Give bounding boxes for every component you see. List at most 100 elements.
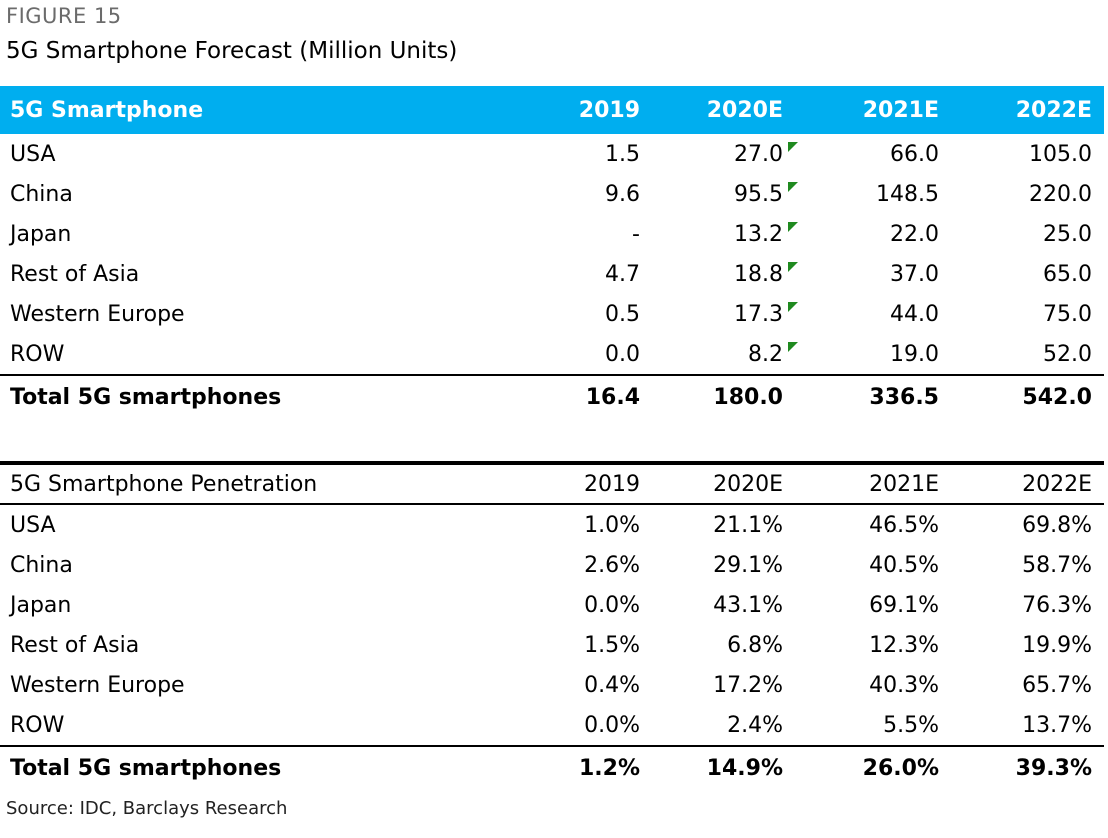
value-cell: 40.3% — [795, 665, 945, 705]
value-cell: 25.0 — [945, 214, 1104, 254]
value-text: 65.0 — [1043, 261, 1092, 287]
value-cell: 5.5% — [795, 705, 945, 746]
row-label: Western Europe — [0, 665, 490, 705]
value-text: 1.2% — [578, 755, 640, 781]
total-row: Total 5G smartphones 16.4 180.0 336.5 542.0 — [0, 374, 1104, 418]
value-text: 6.8% — [727, 632, 783, 658]
value-text: 13.7% — [1022, 712, 1092, 738]
value-text: 95.5 — [734, 181, 783, 207]
value-cell: 95.5 — [640, 174, 798, 214]
value-cell: 0.4% — [490, 665, 640, 705]
row-label-text: Japan — [10, 221, 72, 247]
value-cell: 13.7% — [945, 705, 1104, 746]
value-cell: 39.3% — [945, 745, 1104, 789]
value-text: 40.5% — [869, 552, 939, 578]
value-text: 1.0% — [584, 512, 640, 538]
table-row: Japan - 13.2 22.0 25.0 — [0, 214, 1104, 254]
value-cell: 1.0% — [490, 504, 640, 545]
value-text: 0.5 — [605, 301, 640, 327]
value-text: 0.0% — [584, 712, 640, 738]
value-text: 14.9% — [706, 755, 783, 781]
row-label-text: Western Europe — [10, 301, 185, 327]
row-label: Total 5G smartphones — [0, 374, 490, 418]
value-cell: 105.0 — [945, 134, 1104, 174]
value-cell: 40.5% — [795, 545, 945, 585]
column-header: 2019 — [490, 86, 640, 134]
row-label: USA — [0, 504, 490, 545]
row-label-text: Total 5G smartphones — [10, 755, 282, 781]
row-label-text: China — [10, 552, 73, 578]
value-cell: 9.6 — [490, 174, 640, 214]
table-row: Rest of Asia 1.5% 6.8% 12.3% 19.9% — [0, 625, 1104, 665]
value-cell: 17.2% — [640, 665, 795, 705]
table-row: ROW 0.0% 2.4% 5.5% 13.7% — [0, 705, 1104, 746]
value-text: 25.0 — [1043, 221, 1092, 247]
value-cell: 22.0 — [795, 214, 945, 254]
row-label: Japan — [0, 585, 490, 625]
value-cell: 1.5 — [490, 134, 640, 174]
value-text: 148.5 — [876, 181, 939, 207]
value-cell: 29.1% — [640, 545, 795, 585]
table-row: USA 1.5 27.0 66.0 105.0 — [0, 134, 1104, 174]
value-cell: 65.0 — [945, 254, 1104, 294]
value-cell: 69.8% — [945, 504, 1104, 545]
value-text: 65.7% — [1022, 672, 1092, 698]
value-text: 0.0% — [584, 592, 640, 618]
value-cell: 52.0 — [945, 334, 1104, 375]
row-label: China — [0, 545, 490, 585]
value-text: 66.0 — [890, 141, 939, 167]
row-label-text: ROW — [10, 712, 65, 738]
comment-flag-icon — [788, 182, 798, 192]
value-text: 9.6 — [605, 181, 640, 207]
penetration-table: 5G Smartphone Penetration 2019 2020E 2021E 2… — [0, 461, 1104, 789]
value-text: 27.0 — [734, 141, 783, 167]
value-cell: 0.0% — [490, 585, 640, 625]
figure-label: FIGURE 15 — [6, 4, 122, 28]
value-cell: 14.9% — [640, 745, 795, 789]
table-title-cell: 5G Smartphone Penetration — [0, 461, 490, 505]
row-label-text: Japan — [10, 592, 72, 618]
table-row: China 2.6% 29.1% 40.5% 58.7% — [0, 545, 1104, 585]
value-cell: 220.0 — [945, 174, 1104, 214]
total-row: Total 5G smartphones 1.2% 14.9% 26.0% 39.3% — [0, 745, 1104, 789]
row-label: Rest of Asia — [0, 254, 490, 294]
value-text: 2.4% — [727, 712, 783, 738]
row-label: Total 5G smartphones — [0, 745, 490, 789]
value-text: 21.1% — [713, 512, 783, 538]
value-cell: 0.0% — [490, 705, 640, 746]
row-label-text: ROW — [10, 341, 65, 367]
value-cell: 58.7% — [945, 545, 1104, 585]
value-text: 44.0 — [890, 301, 939, 327]
value-text: 0.0 — [605, 341, 640, 367]
value-text: 17.2% — [713, 672, 783, 698]
value-cell: 69.1% — [795, 585, 945, 625]
value-text: 1.5% — [584, 632, 640, 658]
value-cell: 21.1% — [640, 504, 795, 545]
value-text: 43.1% — [713, 592, 783, 618]
value-text: 542.0 — [1022, 384, 1092, 410]
value-text: 52.0 — [1043, 341, 1092, 367]
value-text: 69.1% — [869, 592, 939, 618]
value-text: 13.2 — [734, 221, 783, 247]
table-row: Rest of Asia 4.7 18.8 37.0 65.0 — [0, 254, 1104, 294]
value-cell: 180.0 — [640, 374, 795, 418]
row-label: Rest of Asia — [0, 625, 490, 665]
table-row: USA 1.0% 21.1% 46.5% 69.8% — [0, 504, 1104, 545]
value-cell: 75.0 — [945, 294, 1104, 334]
value-cell: 26.0% — [795, 745, 945, 789]
value-text: 39.3% — [1015, 755, 1092, 781]
value-text: 180.0 — [713, 384, 783, 410]
value-text: 336.5 — [869, 384, 939, 410]
row-label: ROW — [0, 705, 490, 746]
value-text: 29.1% — [713, 552, 783, 578]
value-text: 2.6% — [584, 552, 640, 578]
value-text: 12.3% — [869, 632, 939, 658]
units-table-header: 5G Smartphone 2019 2020E 2021E 2022E — [0, 86, 1104, 134]
value-text: 26.0% — [862, 755, 939, 781]
value-cell: 46.5% — [795, 504, 945, 545]
value-cell: 44.0 — [795, 294, 945, 334]
value-text: 22.0 — [890, 221, 939, 247]
row-label-text: Western Europe — [10, 672, 185, 698]
table-row: China 9.6 95.5 148.5 220.0 — [0, 174, 1104, 214]
value-text: 0.4% — [584, 672, 640, 698]
